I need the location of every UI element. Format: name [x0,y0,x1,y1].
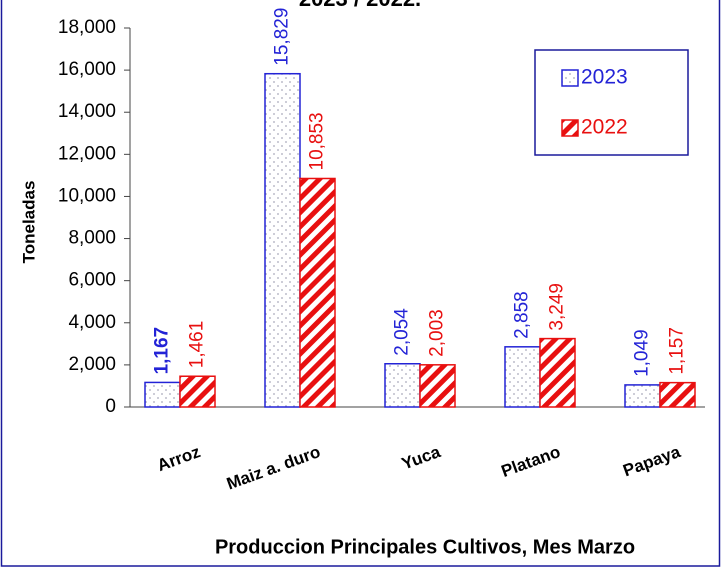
bar [179,375,216,408]
y-tick-label: 16,000 [58,59,116,80]
value-label: 2,003 [427,309,448,357]
value-label: 15,829 [272,8,293,66]
x-tick-label: Papaya [620,442,683,480]
y-tick-label: 12,000 [58,143,116,164]
y-tick-label: 6,000 [68,270,116,291]
chart-title: 2023 / 2022. [299,0,421,11]
legend-swatch [561,69,579,87]
y-tick-label: 2,000 [68,354,116,375]
y-axis-label: Toneladas [19,181,38,264]
x-tick-label: Maiz a. duro [224,442,323,493]
value-label: 3,249 [547,283,568,331]
y-tick-label: 0 [105,396,116,417]
bar [624,384,661,408]
value-label: 1,157 [667,327,688,375]
bar [299,177,336,408]
y-tick-label: 14,000 [58,101,116,122]
value-label: 10,853 [307,112,328,170]
x-axis-label: Produccion Principales Cultivos, Mes Mar… [215,536,635,558]
y-tick-label: 18,000 [58,17,116,38]
value-label: 1,461 [187,321,208,369]
bar [659,381,696,408]
legend-label: 2023 [581,66,628,89]
value-label: 1,167 [152,327,173,375]
x-tick-label: Arroz [155,442,203,475]
legend-box [534,49,689,156]
bar [539,337,576,408]
bar [419,364,456,408]
value-label: 1,049 [632,329,653,377]
y-tick-label: 4,000 [68,312,116,333]
bar [384,363,421,408]
bar [504,346,541,408]
x-tick-label: Yuca [399,442,443,474]
bar [144,381,181,408]
y-tick-label: 8,000 [68,228,116,249]
value-label: 2,054 [392,308,413,356]
value-label: 2,858 [512,291,533,339]
y-tick-label: 10,000 [58,185,116,206]
x-tick-label: Platano [499,442,563,481]
bar [264,72,301,408]
legend-swatch [561,119,579,137]
legend-label: 2022 [581,116,628,139]
